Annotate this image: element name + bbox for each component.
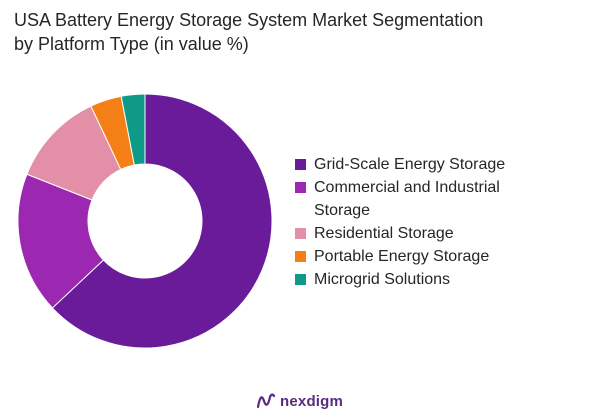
legend-swatch-residential: [295, 228, 306, 239]
brand-logo: nexdigm: [256, 390, 343, 412]
legend-item-commercial-industrial: Commercial and Industrial Storage: [295, 176, 580, 222]
brand-name: nexdigm: [280, 392, 344, 410]
legend-label-portable: Portable Energy Storage: [314, 248, 490, 265]
slice-grid-scale: [51, 93, 273, 349]
legend-label-microgrid: Microgrid Solutions: [314, 271, 451, 288]
chart-legend: Grid-Scale Energy Storage Commercial and…: [295, 153, 580, 291]
donut-slices: [17, 93, 273, 349]
legend-swatch-commercial-industrial: [295, 182, 306, 193]
chart-title-line-1: USA Battery Energy Storage System Market…: [14, 10, 484, 30]
legend-item-microgrid: Microgrid Solutions: [295, 268, 580, 291]
legend-label-residential: Residential Storage: [314, 225, 454, 242]
legend-swatch-portable: [295, 251, 306, 262]
legend-item-residential: Residential Storage: [295, 222, 580, 245]
chart-title: USA Battery Energy Storage System Market…: [14, 8, 579, 56]
legend-swatch-grid-scale: [295, 159, 306, 170]
legend-label-commercial-industrial: Commercial and Industrial Storage: [314, 179, 500, 219]
legend-swatch-microgrid: [295, 274, 306, 285]
legend-item-portable: Portable Energy Storage: [295, 245, 580, 268]
legend-item-grid-scale: Grid-Scale Energy Storage: [295, 153, 580, 176]
nexdigm-logo-icon: [256, 393, 276, 409]
legend-label-grid-scale: Grid-Scale Energy Storage: [314, 156, 506, 173]
slice-commercial-industrial: [17, 173, 105, 309]
slice-microgrid: [120, 93, 146, 166]
chart-title-line-2: by Platform Type (in value %): [14, 34, 249, 54]
